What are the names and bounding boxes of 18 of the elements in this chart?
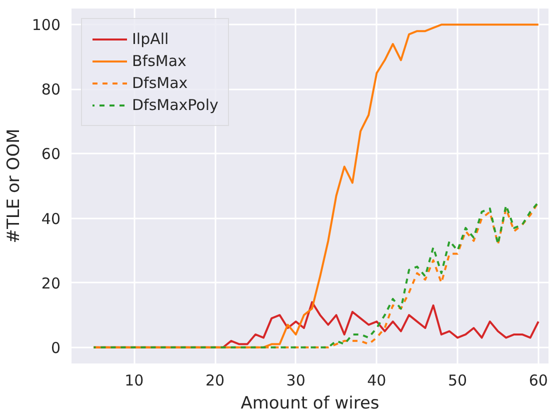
y-axis-title: #TLE or OOM bbox=[4, 128, 24, 244]
x-tick-label: 60 bbox=[528, 372, 548, 390]
y-tick-label: 60 bbox=[41, 145, 61, 164]
x-axis-title: Amount of wires bbox=[240, 394, 380, 414]
y-tick-label: 80 bbox=[41, 80, 61, 99]
legend-label: BfsMax bbox=[132, 52, 186, 70]
y-tick-label: 20 bbox=[41, 274, 61, 292]
x-tick-label: 20 bbox=[205, 372, 225, 390]
y-tick-label: 100 bbox=[32, 16, 61, 34]
legend-label: DfsMaxPoly bbox=[132, 96, 218, 114]
legend-label: IlpAll bbox=[132, 30, 169, 48]
x-tick-label: 50 bbox=[448, 372, 468, 390]
x-tick-label: 10 bbox=[124, 372, 144, 390]
x-tick-label: 40 bbox=[367, 372, 386, 390]
y-tick-label: 0 bbox=[50, 338, 61, 357]
x-tick-label: 30 bbox=[286, 372, 306, 390]
y-tick-label: 40 bbox=[41, 210, 61, 228]
legend-label: DfsMax bbox=[132, 74, 188, 92]
